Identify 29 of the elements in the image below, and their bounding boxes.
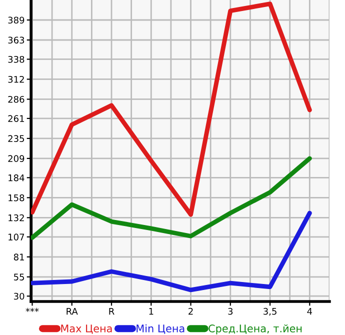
y-tick-label: 30 — [14, 292, 24, 300]
line-series — [31, 156, 312, 240]
x-tick-label: *** — [26, 308, 39, 312]
legend-label: Min Цена — [136, 324, 184, 334]
y-tick-label: 107 — [8, 234, 24, 240]
y-tick-label: 312 — [8, 76, 24, 83]
y-tick-label: 389 — [8, 16, 24, 24]
legend-label: Max Цена — [61, 324, 112, 334]
x-tick-label: R — [109, 308, 114, 315]
y-tick-label: 209 — [8, 155, 24, 162]
y-tick-label: 81 — [14, 254, 24, 260]
y-tick-label: 55 — [14, 274, 24, 280]
legend-label: Сред.Цена, т.йен — [208, 324, 302, 334]
y-tick-label: 286 — [8, 96, 24, 103]
y-tick-label: 184 — [8, 174, 24, 182]
y-tick-label: 235 — [8, 135, 24, 142]
line-series — [31, 2, 312, 217]
x-tick-label: 3 — [228, 308, 233, 315]
y-tick-label: 363 — [8, 36, 24, 44]
y-tick-label: 261 — [8, 115, 24, 122]
x-tick-label: 1 — [149, 308, 154, 315]
line-series — [31, 210, 312, 292]
x-tick-label: 2 — [188, 308, 193, 315]
y-tick-label: 132 — [8, 214, 24, 222]
x-tick-label: RA — [66, 308, 78, 315]
y-tick-label: 158 — [8, 194, 24, 202]
x-tick-label: 4 — [307, 308, 312, 315]
x-tick-label: 3,5 — [264, 308, 276, 316]
y-tick-label: 338 — [8, 56, 24, 63]
